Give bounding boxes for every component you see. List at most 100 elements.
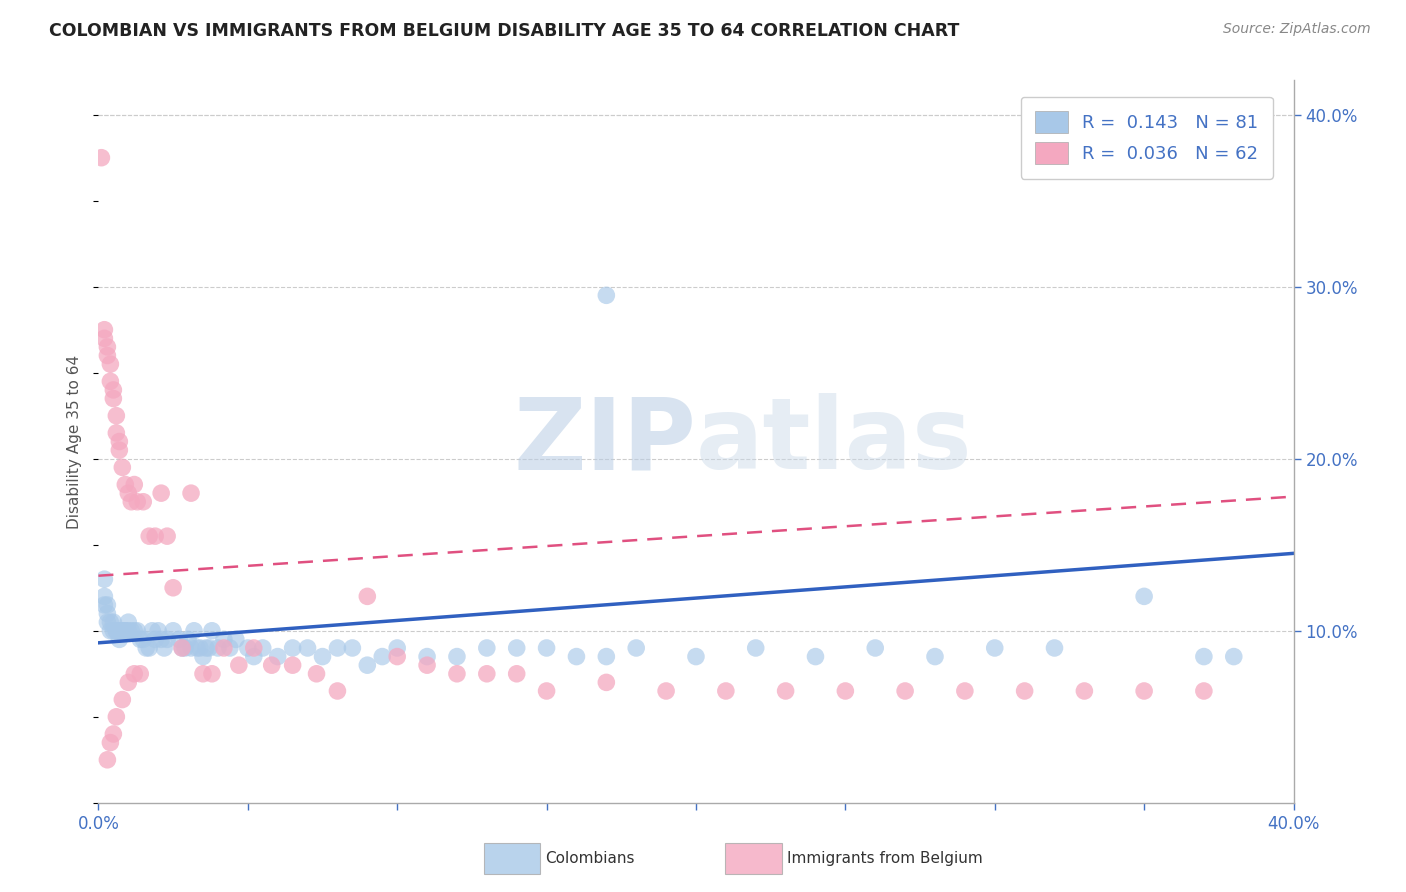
Point — [371, 649, 394, 664]
Point — [105, 624, 128, 638]
Point — [236, 640, 259, 655]
Point — [865, 640, 887, 655]
Point — [93, 590, 115, 604]
Point — [536, 684, 558, 698]
Text: Immigrants from Belgium: Immigrants from Belgium — [787, 851, 983, 866]
Point — [260, 658, 283, 673]
Point — [93, 572, 115, 586]
Point — [565, 649, 588, 664]
Point — [385, 640, 409, 655]
Point — [148, 624, 170, 638]
Point — [183, 624, 205, 638]
Point — [267, 649, 290, 664]
Point — [172, 640, 194, 655]
Point — [162, 624, 184, 638]
Point — [150, 632, 173, 647]
Point — [186, 640, 208, 655]
Point — [191, 666, 214, 681]
Point — [117, 615, 139, 630]
Point — [114, 477, 136, 491]
Point — [984, 640, 1007, 655]
Point — [1192, 684, 1215, 698]
Point — [252, 640, 274, 655]
Point — [1223, 649, 1246, 664]
Point — [953, 684, 976, 698]
Point — [297, 640, 319, 655]
Point — [114, 624, 136, 638]
Point — [243, 640, 266, 655]
Point — [506, 640, 529, 655]
Point — [129, 666, 152, 681]
Point — [201, 624, 224, 638]
Y-axis label: Disability Age 35 to 64: Disability Age 35 to 64 — [67, 354, 83, 529]
Point — [96, 615, 118, 630]
Point — [595, 649, 617, 664]
Point — [446, 666, 468, 681]
Point — [96, 349, 118, 363]
Point — [191, 649, 214, 664]
Point — [132, 632, 155, 647]
Point — [385, 649, 409, 664]
Point — [96, 598, 118, 612]
Point — [685, 649, 707, 664]
FancyBboxPatch shape — [484, 844, 540, 873]
Point — [117, 486, 139, 500]
Point — [180, 640, 202, 655]
Point — [326, 684, 349, 698]
Point — [96, 340, 118, 354]
Text: COLOMBIAN VS IMMIGRANTS FROM BELGIUM DISABILITY AGE 35 TO 64 CORRELATION CHART: COLOMBIAN VS IMMIGRANTS FROM BELGIUM DIS… — [49, 22, 959, 40]
Point — [120, 624, 142, 638]
Point — [114, 624, 136, 638]
Point — [834, 684, 856, 698]
Point — [105, 425, 128, 440]
FancyBboxPatch shape — [725, 844, 782, 873]
Point — [105, 624, 128, 638]
Point — [804, 649, 827, 664]
Point — [775, 684, 797, 698]
Point — [311, 649, 333, 664]
Point — [595, 675, 617, 690]
Point — [356, 658, 378, 673]
Point — [98, 375, 122, 389]
Point — [141, 624, 163, 638]
Point — [124, 624, 146, 638]
Point — [103, 392, 125, 406]
Point — [93, 331, 115, 345]
Point — [120, 494, 142, 508]
Point — [167, 632, 190, 647]
Point — [138, 529, 160, 543]
Point — [172, 640, 194, 655]
Point — [103, 727, 125, 741]
Point — [416, 658, 439, 673]
Point — [138, 640, 160, 655]
Point — [98, 624, 122, 638]
Point — [243, 649, 266, 664]
Point — [326, 640, 349, 655]
Point — [595, 288, 617, 302]
Point — [111, 692, 134, 706]
Point — [228, 658, 250, 673]
Point — [103, 615, 125, 630]
Point — [117, 624, 139, 638]
Point — [156, 529, 179, 543]
Point — [93, 323, 115, 337]
Point — [655, 684, 678, 698]
Point — [98, 735, 122, 749]
Point — [124, 666, 146, 681]
Point — [108, 632, 131, 647]
Point — [180, 486, 202, 500]
Point — [129, 632, 152, 647]
Point — [714, 684, 737, 698]
Point — [1192, 649, 1215, 664]
Point — [1014, 684, 1036, 698]
Point — [212, 632, 235, 647]
Point — [212, 640, 235, 655]
Point — [93, 598, 115, 612]
Text: atlas: atlas — [696, 393, 973, 490]
Point — [475, 640, 498, 655]
Point — [105, 409, 128, 423]
Point — [174, 640, 197, 655]
Point — [416, 649, 439, 664]
Point — [127, 624, 149, 638]
Point — [143, 632, 166, 647]
